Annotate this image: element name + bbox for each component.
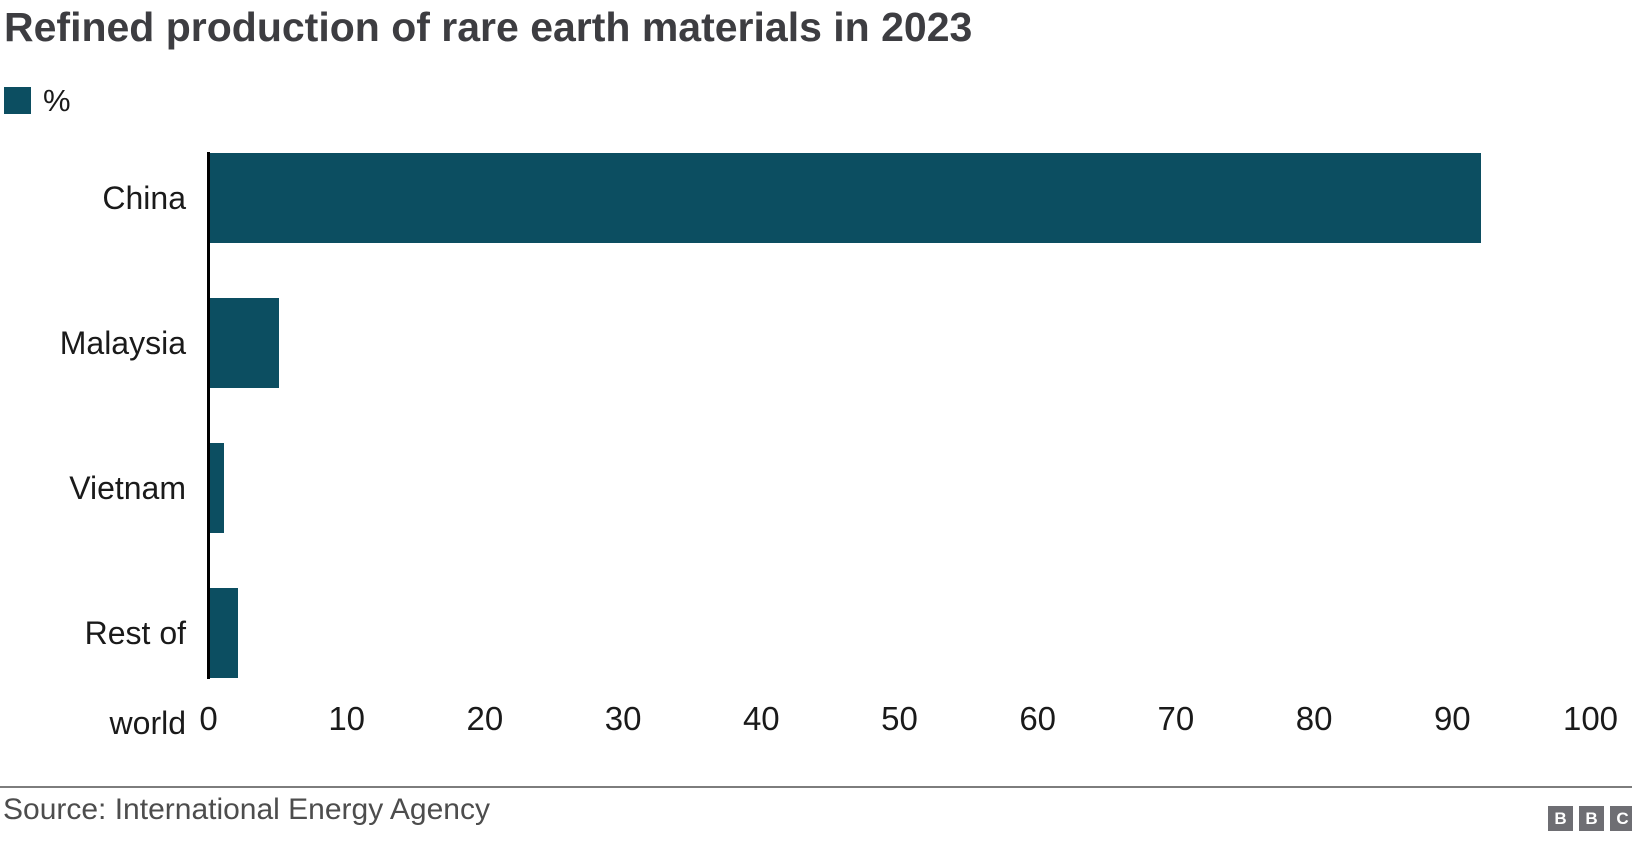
category-label: Malaysia <box>59 325 186 361</box>
bar-rest-of-world <box>210 588 238 678</box>
bar-malaysia <box>210 298 280 388</box>
legend: % <box>4 83 71 118</box>
legend-swatch-icon <box>4 87 31 114</box>
x-tick-label: 40 <box>742 700 780 737</box>
bar-vietnam <box>210 443 224 533</box>
x-tick-label: 50 <box>881 700 918 737</box>
x-tick-label: 70 <box>1157 700 1195 737</box>
category-label: China <box>102 180 186 216</box>
footer-divider <box>0 786 1632 788</box>
legend-label: % <box>43 83 71 118</box>
y-axis-line <box>207 152 210 679</box>
bar-china <box>210 153 1482 243</box>
category-label: Rest of world <box>84 615 186 741</box>
x-tick-label: 80 <box>1295 700 1333 737</box>
x-tick-label: 20 <box>466 700 504 737</box>
chart-title: Refined production of rare earth materia… <box>4 4 973 50</box>
x-tick-label: 30 <box>604 700 642 737</box>
x-tick-label: 60 <box>1019 700 1057 737</box>
bbc-logo-letter: C <box>1610 806 1632 831</box>
x-tick-label: 10 <box>328 700 366 737</box>
x-tick-label: 100 <box>1562 700 1619 737</box>
bbc-logo-letter: B <box>1579 806 1604 831</box>
category-label: Vietnam <box>69 470 186 506</box>
x-tick-label: 90 <box>1433 700 1471 737</box>
bbc-logo-letter: B <box>1548 806 1573 831</box>
x-tick-label: 0 <box>199 700 218 737</box>
source-text: Source: International Energy Agency <box>3 793 490 826</box>
